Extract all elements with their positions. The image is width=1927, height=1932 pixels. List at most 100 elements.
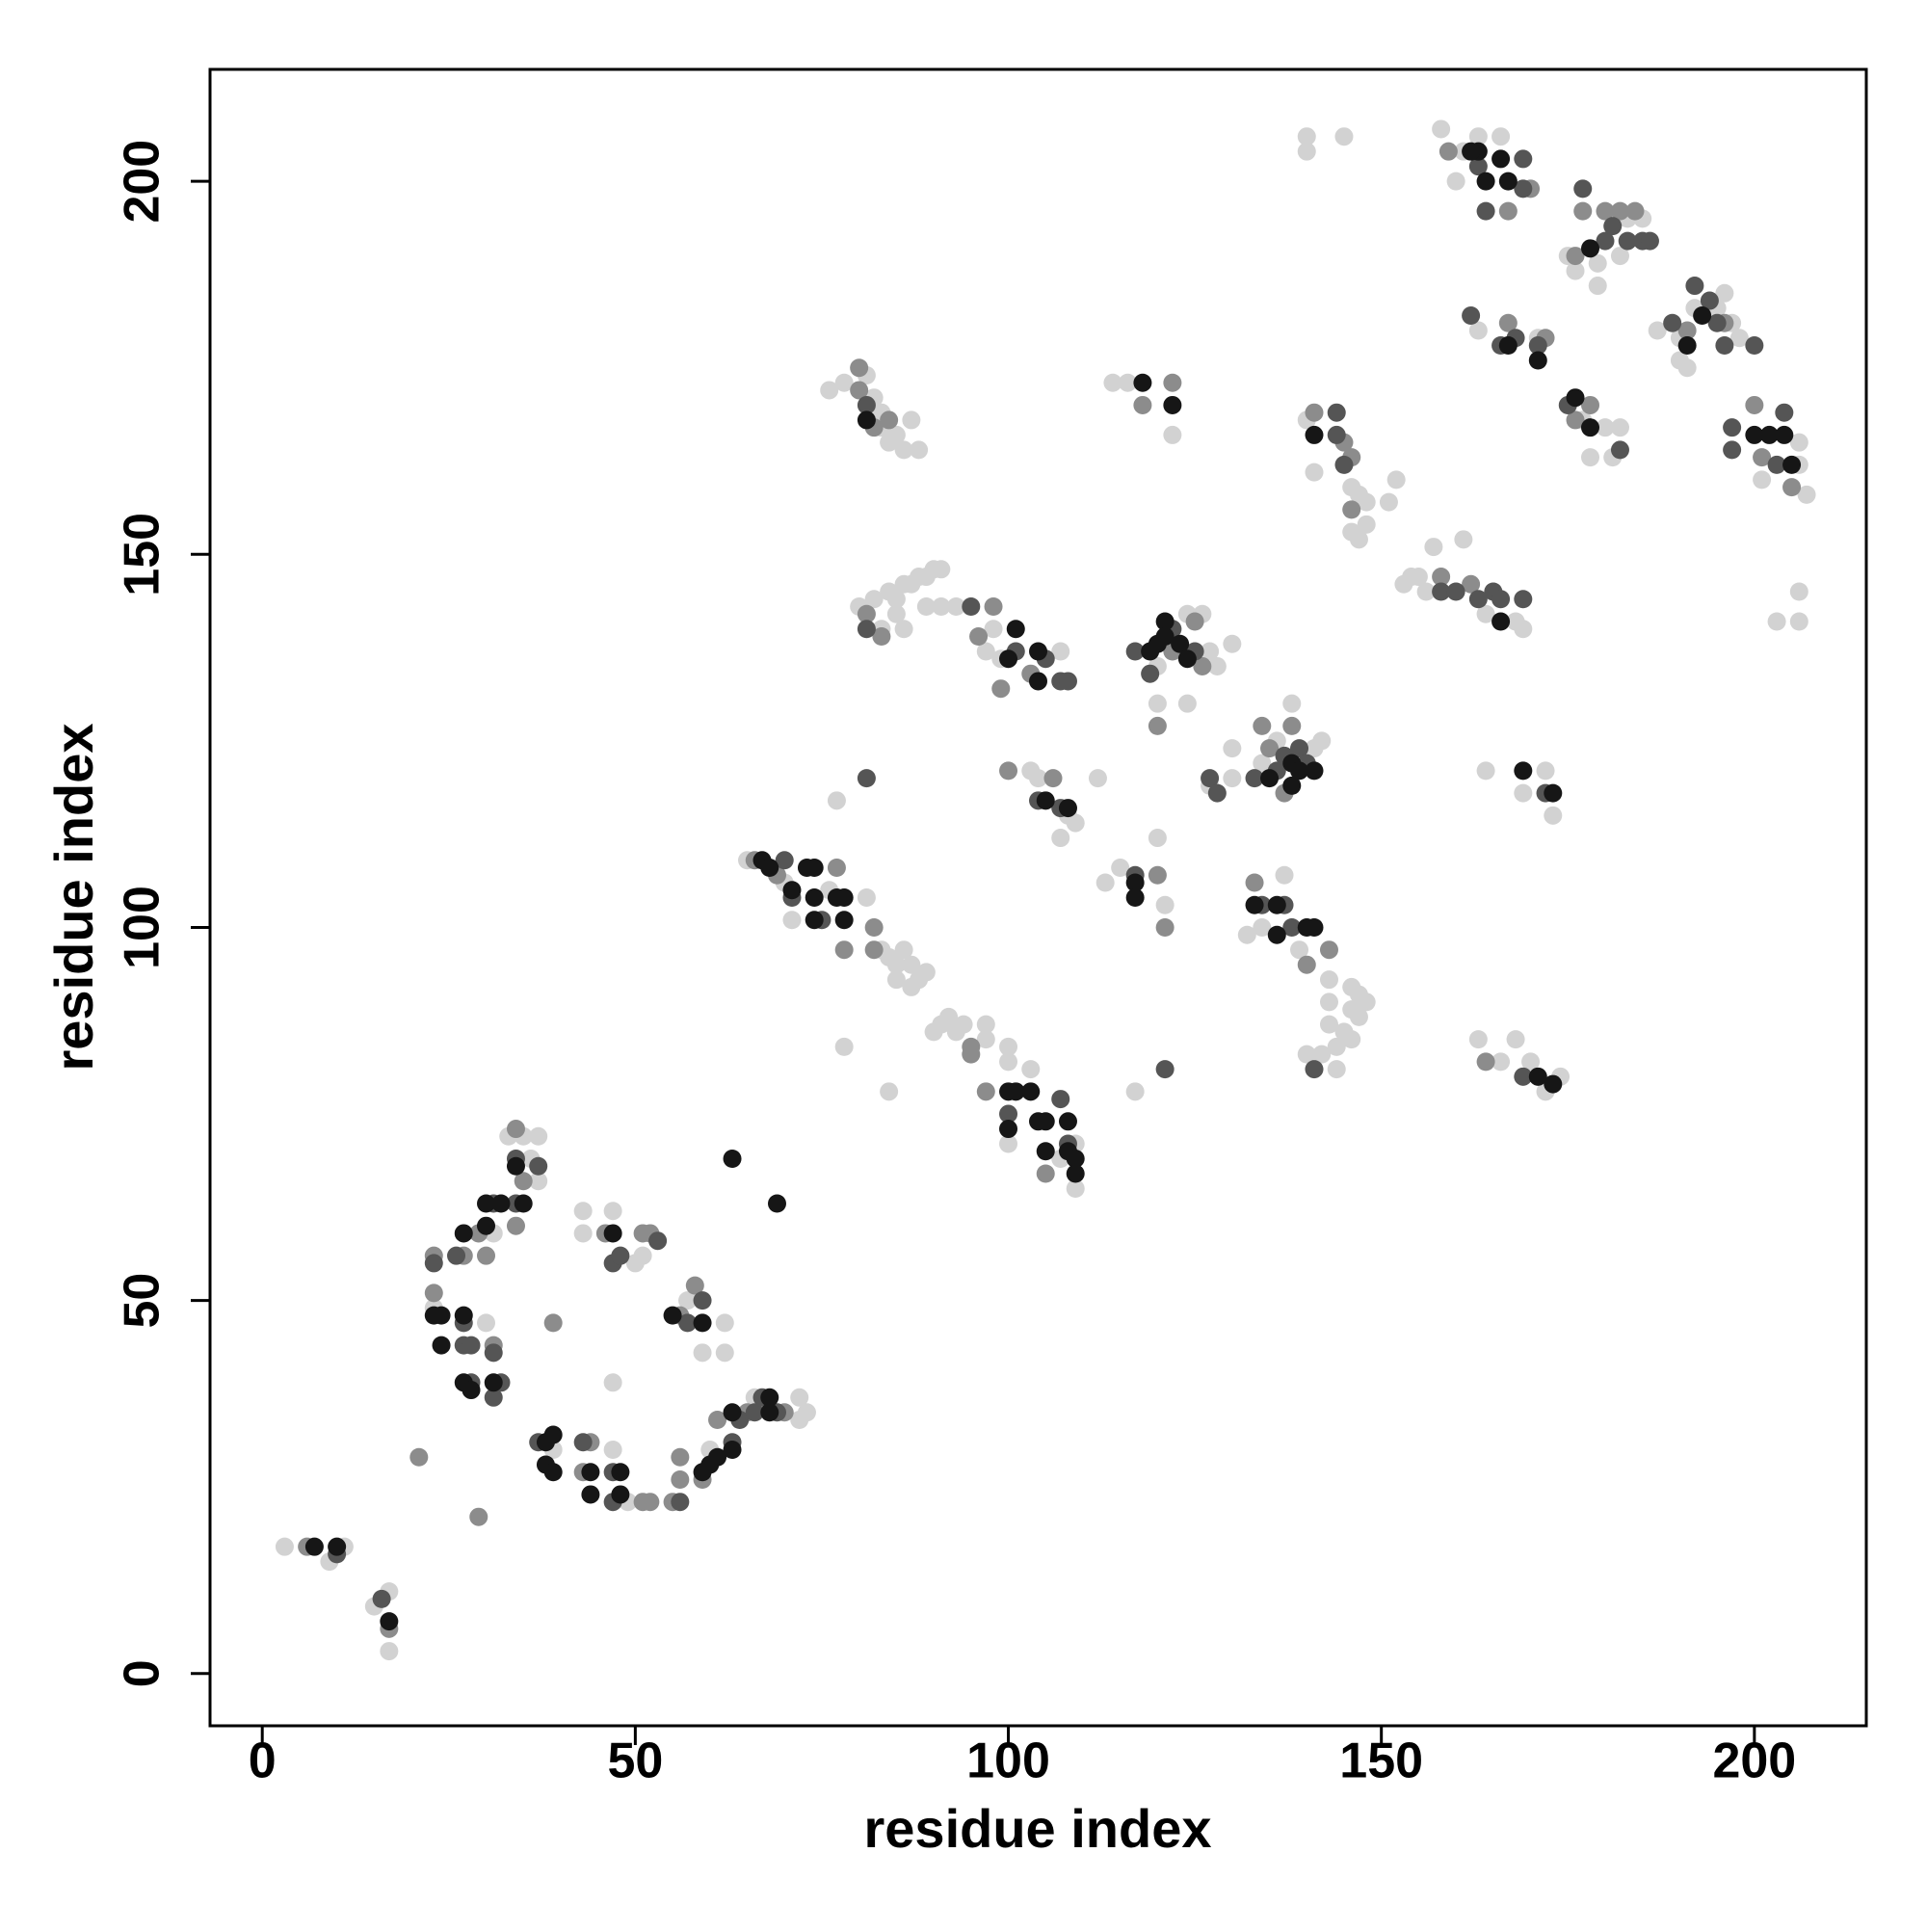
point bbox=[1476, 201, 1495, 221]
point bbox=[1342, 977, 1361, 996]
point bbox=[1439, 142, 1458, 161]
point bbox=[1514, 620, 1533, 639]
point bbox=[1424, 538, 1443, 557]
point bbox=[886, 425, 906, 444]
point bbox=[954, 1015, 973, 1034]
point bbox=[1260, 769, 1280, 788]
point bbox=[1566, 247, 1585, 266]
point bbox=[1745, 336, 1764, 355]
point bbox=[1581, 418, 1599, 437]
point bbox=[1588, 253, 1607, 273]
point bbox=[1528, 1067, 1547, 1086]
point bbox=[1051, 642, 1070, 661]
point bbox=[1319, 970, 1338, 990]
point bbox=[477, 1246, 495, 1265]
point bbox=[1677, 358, 1697, 378]
point bbox=[529, 1172, 548, 1191]
point bbox=[1029, 769, 1047, 788]
point bbox=[1432, 582, 1451, 601]
point bbox=[1745, 395, 1764, 414]
point bbox=[603, 1202, 622, 1221]
point bbox=[671, 1447, 690, 1467]
point bbox=[1051, 1090, 1070, 1109]
point bbox=[1223, 634, 1242, 653]
point bbox=[1528, 351, 1547, 370]
point bbox=[857, 395, 876, 414]
point bbox=[1454, 530, 1473, 549]
point bbox=[708, 1447, 727, 1467]
point bbox=[723, 1150, 742, 1169]
point bbox=[1349, 1007, 1368, 1026]
point bbox=[573, 1202, 593, 1221]
point bbox=[1789, 612, 1808, 631]
point bbox=[886, 955, 906, 974]
point bbox=[827, 859, 846, 878]
point bbox=[1767, 455, 1786, 474]
point bbox=[1201, 642, 1220, 661]
point bbox=[1029, 672, 1047, 691]
y-tick-label: 150 bbox=[115, 513, 171, 596]
point bbox=[916, 963, 936, 982]
point bbox=[782, 911, 802, 930]
point bbox=[932, 597, 951, 617]
point bbox=[1775, 425, 1794, 444]
point bbox=[304, 1537, 324, 1556]
point bbox=[1462, 574, 1481, 594]
point bbox=[723, 1441, 742, 1459]
point bbox=[603, 1441, 622, 1459]
point bbox=[834, 940, 854, 960]
point bbox=[857, 888, 876, 907]
point bbox=[1006, 620, 1025, 639]
point bbox=[760, 1388, 779, 1407]
point bbox=[1163, 395, 1182, 414]
point bbox=[328, 1537, 347, 1556]
point bbox=[1193, 656, 1212, 675]
point bbox=[1245, 895, 1264, 914]
point bbox=[1207, 656, 1227, 675]
point bbox=[1297, 955, 1316, 974]
point bbox=[880, 410, 899, 430]
point bbox=[1133, 373, 1152, 392]
point bbox=[477, 1194, 495, 1213]
point bbox=[678, 1291, 698, 1310]
point bbox=[1707, 313, 1727, 332]
point bbox=[447, 1246, 466, 1265]
point bbox=[1148, 716, 1167, 735]
point bbox=[506, 1156, 525, 1176]
point bbox=[999, 1104, 1018, 1124]
point bbox=[573, 1224, 593, 1243]
point bbox=[543, 1425, 563, 1444]
point bbox=[767, 1194, 786, 1213]
point bbox=[1201, 769, 1220, 788]
point bbox=[1290, 739, 1309, 758]
point bbox=[1715, 336, 1734, 355]
point bbox=[1305, 1060, 1324, 1079]
point bbox=[1021, 1082, 1041, 1101]
point bbox=[1491, 127, 1511, 146]
point bbox=[1349, 530, 1368, 549]
point bbox=[581, 1485, 600, 1504]
x-tick-label: 50 bbox=[607, 1734, 663, 1789]
point bbox=[894, 620, 913, 639]
point bbox=[1312, 1045, 1332, 1064]
point bbox=[477, 1216, 495, 1235]
point bbox=[894, 440, 913, 460]
point bbox=[1305, 425, 1324, 444]
point bbox=[543, 1313, 563, 1333]
x-tick-label: 0 bbox=[249, 1734, 277, 1789]
point bbox=[1468, 1030, 1488, 1049]
point bbox=[1745, 425, 1764, 444]
point bbox=[864, 940, 884, 960]
point bbox=[1506, 1030, 1525, 1049]
point bbox=[1095, 873, 1115, 892]
point bbox=[1036, 791, 1055, 810]
point bbox=[1491, 149, 1511, 169]
point bbox=[1700, 291, 1719, 310]
point bbox=[1297, 1045, 1316, 1064]
point bbox=[850, 381, 869, 400]
point bbox=[886, 604, 906, 623]
point bbox=[1544, 1074, 1563, 1094]
point bbox=[454, 1306, 473, 1325]
point bbox=[902, 410, 921, 430]
point bbox=[1468, 127, 1488, 146]
